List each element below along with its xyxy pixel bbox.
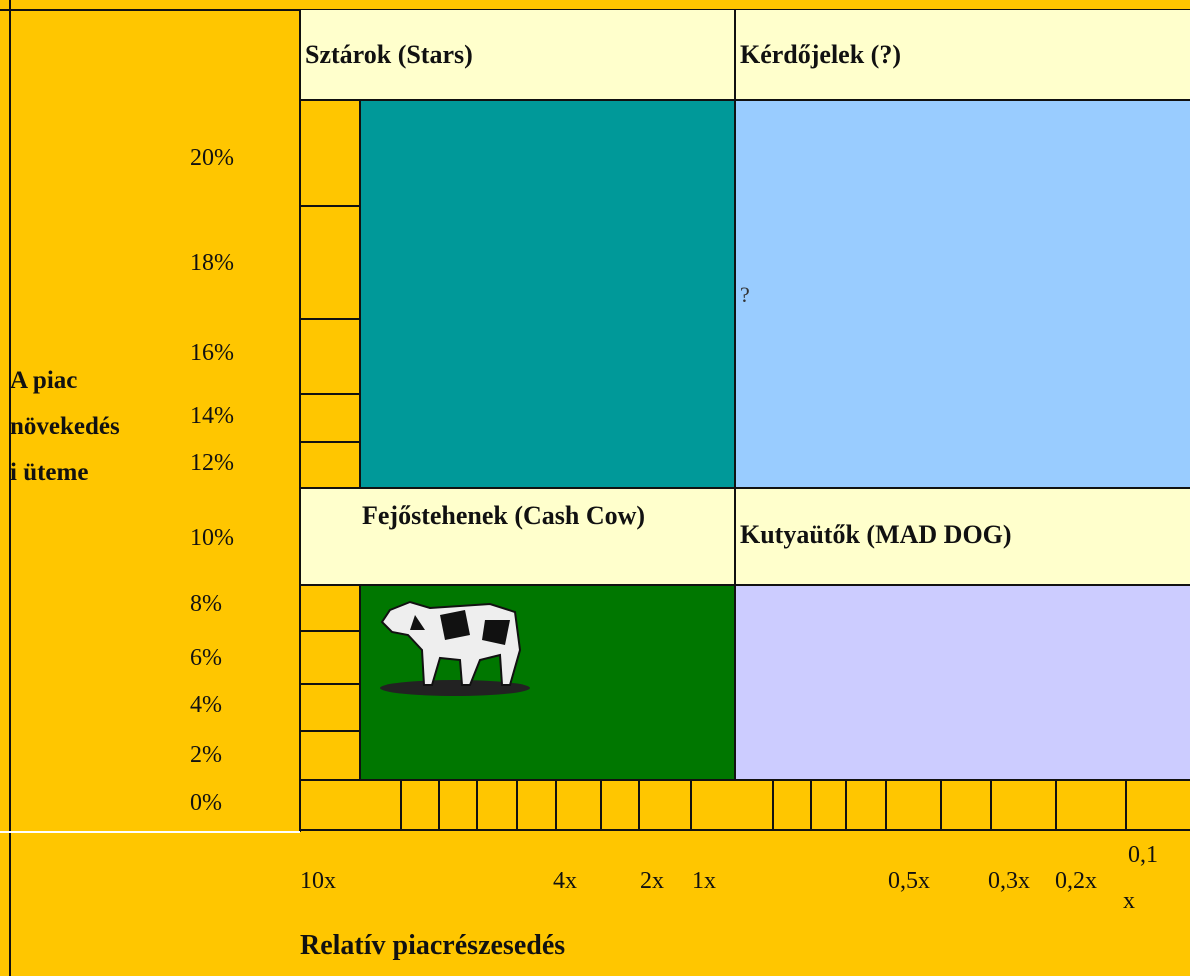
x-tick-label: 0,3x: [988, 868, 1030, 895]
divider: [300, 584, 1190, 586]
tick: [555, 780, 557, 830]
tick: [300, 318, 360, 320]
tick: [300, 683, 360, 685]
tick: [638, 780, 640, 830]
stars-cell: [360, 100, 735, 488]
tick: [990, 780, 992, 830]
y-tick-label: 20%: [190, 145, 234, 172]
x-tick-label: 0,1: [1128, 842, 1158, 869]
quadrant-label: Sztárok (Stars): [305, 40, 473, 70]
tick: [438, 780, 440, 830]
question-cell: [735, 100, 1190, 488]
divider: [300, 487, 1190, 489]
dog-cell: [735, 585, 1190, 780]
tick: [940, 780, 942, 830]
y-tick-label: 16%: [190, 340, 234, 367]
y-axis-title-line: A piac: [10, 358, 120, 404]
tick: [300, 630, 360, 632]
x-tick-label: 4x: [553, 868, 577, 895]
tick: [600, 780, 602, 830]
axis-line: [299, 10, 301, 832]
tick: [1055, 780, 1057, 830]
y-tick-label: 2%: [190, 742, 222, 769]
divider: [300, 99, 1190, 101]
y-axis-title-line: i üteme: [10, 450, 120, 496]
y-tick-label: 18%: [190, 250, 234, 277]
tick: [690, 780, 692, 830]
quadrant-label: Kérdőjelek (?): [740, 40, 901, 70]
tick: [300, 393, 360, 395]
cow-icon: [370, 590, 535, 700]
quadrant-label: Fejőstehenek (Cash Cow): [362, 498, 702, 534]
divider: [0, 831, 300, 833]
y-tick-label: 10%: [190, 525, 234, 552]
tick: [516, 780, 518, 830]
x-tick-label: 10x: [300, 868, 336, 895]
x-tick-label: 2x: [640, 868, 664, 895]
x-tick-label: 0,5x: [888, 868, 930, 895]
divider: [734, 10, 736, 780]
quadrant-mark: ?: [740, 282, 750, 308]
y-tick-label: 14%: [190, 403, 234, 430]
y-tick-label: 12%: [190, 450, 234, 477]
tick: [885, 780, 887, 830]
tick: [772, 780, 774, 830]
tick: [300, 205, 360, 207]
y-tick-label: 4%: [190, 692, 222, 719]
tick: [845, 780, 847, 830]
x-tick-label: 0,2x: [1055, 868, 1097, 895]
tick: [300, 441, 360, 443]
page: Sztárok (Stars) Kérdőjelek (?) ? Fejőste…: [0, 0, 1190, 976]
quadrant-label: Kutyaütők (MAD DOG): [740, 520, 1012, 550]
x-tick-label: 1x: [692, 868, 716, 895]
tick: [476, 780, 478, 830]
y-tick-label: 0%: [190, 790, 222, 817]
x-tick-label: x: [1123, 888, 1135, 915]
tick: [300, 730, 360, 732]
tick: [810, 780, 812, 830]
divider: [359, 100, 361, 488]
y-tick-label: 6%: [190, 645, 222, 672]
x-axis-title: Relatív piacrészesedés: [300, 930, 565, 962]
y-tick-label: 8%: [190, 591, 222, 618]
y-axis-title-line: növekedés: [10, 404, 120, 450]
tick: [400, 780, 402, 830]
tick: [1125, 780, 1127, 830]
